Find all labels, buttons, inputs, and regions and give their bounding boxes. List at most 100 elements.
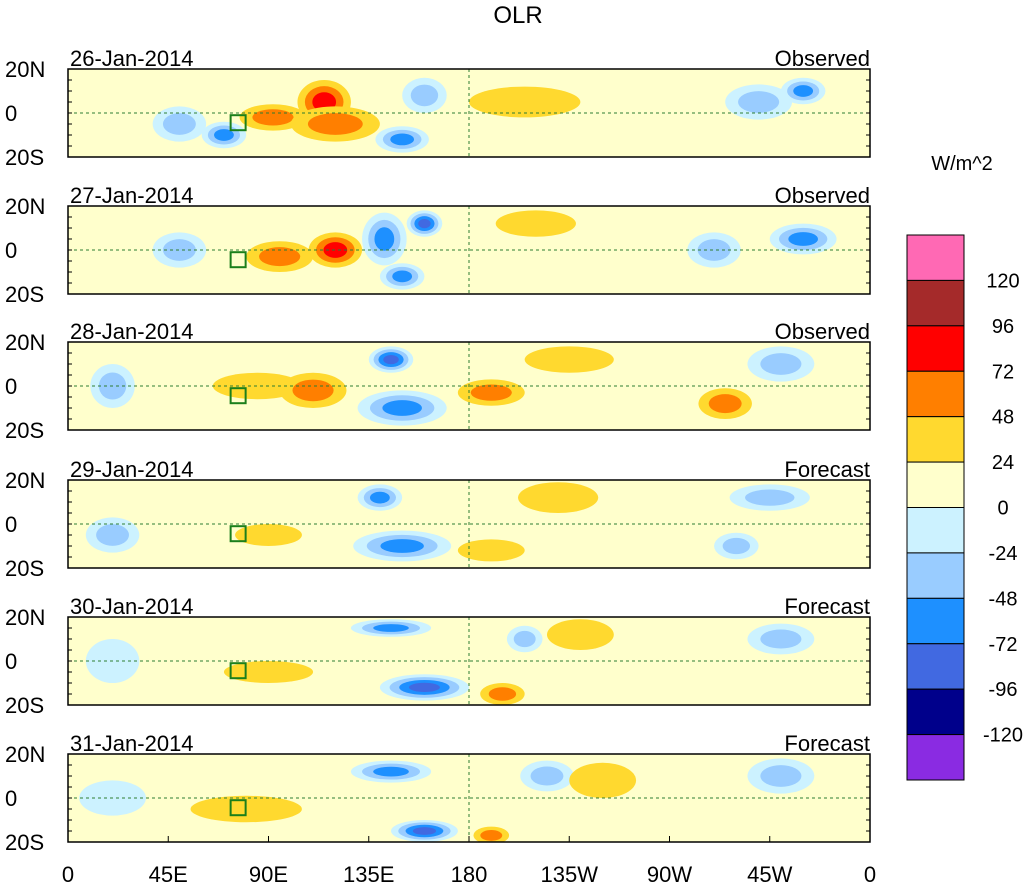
colorbar-label: 0 (997, 498, 1008, 520)
map-panel: 20N 0 20S 28-Jan-2014 Observed (5, 319, 871, 443)
colorbar: 120 96 72 48 24 0 -24 -48 -72 -96 -120 (906, 234, 1023, 781)
lon-tick-label: 180 (451, 862, 488, 887)
lat-tick-label: 20N (5, 742, 45, 767)
anomaly-field (85, 482, 810, 562)
panel-kind-label: Forecast (784, 457, 870, 482)
lat-tick-label: 0 (5, 374, 17, 399)
anomaly-contour (162, 239, 196, 261)
colorbar-swatch (906, 643, 965, 690)
lat-tick-label: 0 (5, 649, 17, 674)
anomaly-field (90, 346, 815, 426)
anomaly-contour (722, 537, 751, 555)
anomaly-contour (788, 232, 819, 246)
colorbar-units-label: W/m^2 (931, 153, 993, 175)
anomaly-contour (373, 766, 409, 777)
map-panel: 20N 0 20S 31-Jan-2014 Forecast (5, 731, 871, 855)
colorbar-swatch (906, 461, 965, 509)
lon-tick-label: 45W (747, 862, 792, 887)
anomaly-contour (418, 219, 431, 229)
colorbar-swatch (906, 279, 965, 327)
colorbar-label: -96 (989, 679, 1018, 701)
panel-date-label: 31-Jan-2014 (70, 731, 194, 756)
lat-tick-label: 20N (5, 194, 45, 219)
panel-date-label: 27-Jan-2014 (70, 183, 194, 208)
lat-tick-label: 20N (5, 57, 45, 82)
anomaly-contour (307, 113, 363, 135)
anomaly-contour (412, 827, 437, 835)
lon-tick-label: 0 (864, 862, 876, 887)
colorbar-swatch (906, 552, 965, 599)
anomaly-contour (513, 630, 536, 648)
panel-date-label: 29-Jan-2014 (70, 457, 194, 482)
colorbar-label: 96 (992, 316, 1014, 338)
anomaly-contour (212, 372, 302, 400)
anomaly-contour (383, 355, 399, 365)
anomaly-contour (259, 247, 301, 267)
colorbar-label: 72 (992, 361, 1014, 383)
panel-kind-label: Forecast (784, 594, 870, 619)
anomaly-contour (214, 129, 234, 141)
anomaly-contour (708, 394, 742, 414)
colorbar-swatch (906, 734, 965, 781)
anomaly-contour (292, 379, 334, 402)
anomaly-contour (408, 682, 440, 692)
lat-tick-label: 0 (5, 512, 17, 537)
lon-tick-label: 45E (149, 862, 188, 887)
anomaly-contour (382, 400, 422, 416)
anomaly-contour (374, 227, 395, 251)
anomaly-contour (760, 765, 802, 787)
anomaly-field (85, 619, 815, 705)
colorbar-label: -24 (989, 543, 1018, 565)
colorbar-label: 24 (992, 452, 1014, 474)
colorbar-swatch (906, 370, 965, 418)
anomaly-field (152, 210, 837, 290)
anomaly-contour (323, 242, 348, 258)
anomaly-contour (480, 829, 503, 841)
anomaly-contour (738, 91, 780, 113)
panel-kind-label: Observed (775, 319, 870, 344)
anomaly-contour (96, 524, 130, 546)
lat-tick-label: 20N (5, 605, 45, 630)
lon-tick-label: 90W (647, 862, 692, 887)
anomaly-contour (488, 687, 517, 701)
lat-tick-label: 20S (5, 693, 44, 718)
anomaly-contour (760, 629, 802, 649)
region-box (229, 662, 247, 680)
colorbar-label: -120 (983, 725, 1023, 747)
lat-tick-label: 20N (5, 468, 45, 493)
anomaly-field (152, 77, 826, 153)
panel-kind-label: Forecast (784, 731, 870, 756)
colorbar-swatch (906, 325, 965, 372)
anomaly-contour (745, 489, 795, 506)
colorbar-label: 48 (992, 407, 1014, 429)
anomaly-contour (380, 539, 424, 553)
anomaly-contour (697, 239, 731, 261)
anomaly-contour (373, 624, 409, 632)
anomaly-contour (495, 210, 576, 237)
lon-tick-label: 90E (249, 862, 288, 887)
anomaly-contour (252, 109, 294, 126)
panel-kind-label: Observed (775, 46, 870, 71)
anomaly-contour (546, 619, 614, 650)
region-box (229, 114, 247, 132)
panel-kind-label: Observed (775, 183, 870, 208)
anomaly-contour (392, 270, 413, 283)
lat-tick-label: 20S (5, 418, 44, 443)
panel-date-label: 26-Jan-2014 (70, 46, 194, 71)
lat-tick-label: 20S (5, 556, 44, 581)
colorbar-swatch (906, 416, 965, 463)
colorbar-swatch (906, 234, 965, 281)
anomaly-contour (457, 539, 525, 562)
lon-tick-label: 0 (62, 862, 74, 887)
lat-tick-label: 20S (5, 830, 44, 855)
anomaly-contour (760, 353, 802, 375)
anomaly-contour (390, 133, 415, 146)
chart-title: OLR (493, 2, 542, 29)
lat-tick-label: 20N (5, 330, 45, 355)
region-box (229, 387, 247, 405)
anomaly-contour (235, 524, 302, 546)
lon-axis: 0 45E 90E 135E 180 135W 90W 45W 0 (62, 836, 876, 887)
colorbar-swatch (906, 688, 965, 736)
lat-tick-label: 0 (5, 786, 17, 811)
colorbar-swatch (906, 597, 965, 645)
